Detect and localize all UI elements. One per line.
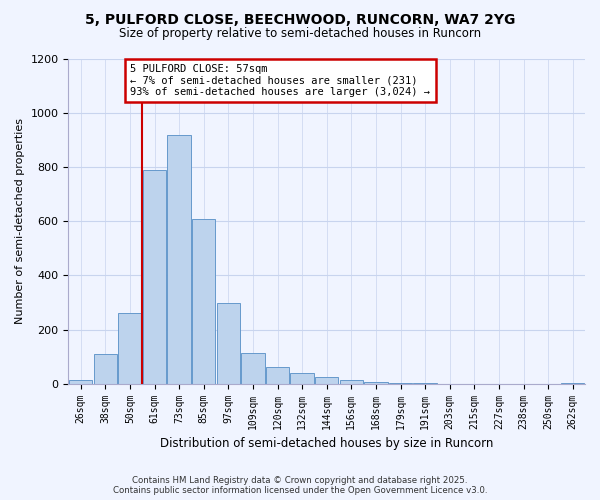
Text: Size of property relative to semi-detached houses in Runcorn: Size of property relative to semi-detach…	[119, 28, 481, 40]
Bar	[290, 373, 314, 384]
Bar	[561, 383, 584, 384]
Bar	[217, 302, 240, 384]
Bar	[94, 354, 117, 384]
Bar	[192, 218, 215, 384]
Text: 5 PULFORD CLOSE: 57sqm
← 7% of semi-detached houses are smaller (231)
93% of sem: 5 PULFORD CLOSE: 57sqm ← 7% of semi-deta…	[130, 64, 430, 97]
Bar	[167, 135, 191, 384]
Bar	[69, 380, 92, 384]
Text: 5, PULFORD CLOSE, BEECHWOOD, RUNCORN, WA7 2YG: 5, PULFORD CLOSE, BEECHWOOD, RUNCORN, WA…	[85, 12, 515, 26]
Bar	[118, 314, 142, 384]
Bar	[389, 383, 412, 384]
X-axis label: Distribution of semi-detached houses by size in Runcorn: Distribution of semi-detached houses by …	[160, 437, 493, 450]
Bar	[340, 380, 363, 384]
Bar	[241, 352, 265, 384]
Text: Contains HM Land Registry data © Crown copyright and database right 2025.
Contai: Contains HM Land Registry data © Crown c…	[113, 476, 487, 495]
Y-axis label: Number of semi-detached properties: Number of semi-detached properties	[15, 118, 25, 324]
Bar	[143, 170, 166, 384]
Bar	[364, 382, 388, 384]
Bar	[266, 368, 289, 384]
Bar	[315, 377, 338, 384]
